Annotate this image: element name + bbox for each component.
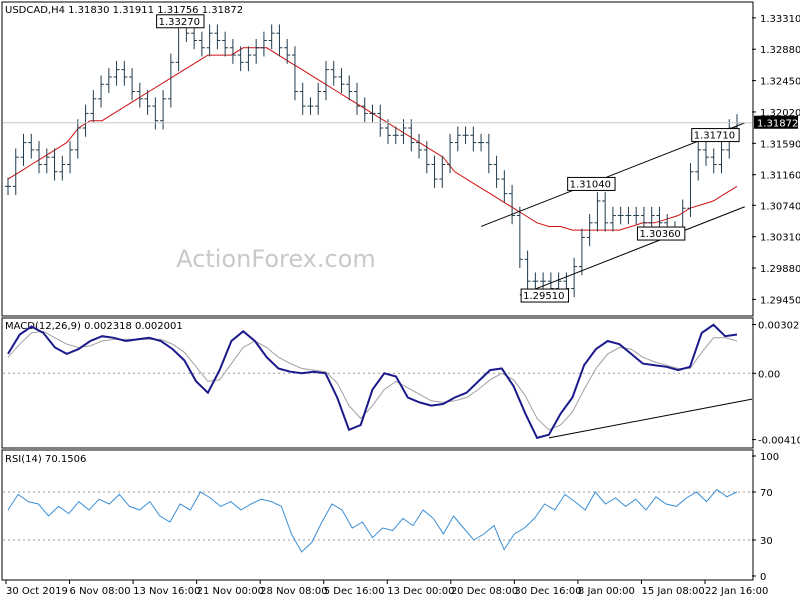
time-tick-label: 13 Nov 16:00 — [133, 586, 200, 597]
rsi-line — [7, 488, 738, 553]
price-tick-label: 1.33310 — [760, 14, 800, 25]
time-tick-label: 8 Jan 00:00 — [578, 586, 635, 597]
macd-title: MACD(12,26,9) 0.002318 0.002001 — [5, 321, 183, 332]
price-tick-label: 1.30310 — [760, 233, 800, 244]
macd-tick-label: 0.00 — [758, 369, 780, 380]
current-price-box — [754, 115, 798, 129]
macd-series — [7, 323, 753, 440]
time-tick-label: 20 Dec 08:00 — [451, 586, 518, 597]
price-tick-label: 1.31160 — [760, 171, 800, 182]
current-price: 1.31872 — [3, 115, 798, 130]
macd-axis: 0.003021 0.00 -0.004103 — [3, 321, 800, 447]
time-tick-label: 6 Nov 08:00 — [70, 586, 131, 597]
level-label-box — [520, 288, 570, 303]
price-axis: 1.33310 1.32880 1.32450 1.32020 1.31590 1.311… — [752, 14, 800, 306]
macd-tick-label: 0.003021 — [758, 321, 800, 332]
rsi-tick-label: 70 — [760, 488, 773, 499]
rsi-series — [7, 488, 738, 553]
level-labels: 1.33270 1.31040 1.29510 1.31710 1.30360 — [156, 14, 740, 303]
price-tick-label: 1.31590 — [760, 139, 800, 150]
time-tick-label: 22 Jan 16:00 — [705, 586, 768, 597]
level-label-box — [636, 226, 686, 241]
price-tick-label: 1.29880 — [760, 264, 800, 275]
rsi-axis: 100 70 30 0 — [3, 452, 779, 583]
watermark: ActionForex.com — [176, 245, 376, 273]
time-tick-label: 21 Nov 00:00 — [197, 586, 264, 597]
channel-line — [519, 206, 745, 296]
rsi-tick-label: 30 — [760, 536, 773, 547]
level-label-box — [156, 14, 205, 29]
price-tick-label: 1.29450 — [760, 295, 800, 306]
signal-line — [7, 330, 738, 431]
price-panel — [1, 1, 754, 317]
time-tick-label: 28 Nov 08:00 — [260, 586, 327, 597]
level-label: 1.33270 — [159, 17, 200, 28]
price-tick-label: 1.30740 — [760, 201, 800, 212]
macd-tick-label: -0.004103 — [758, 436, 800, 447]
time-tick-label: 30 Oct 2019 — [6, 586, 68, 597]
time-tick-label: 5 Dec 16:00 — [324, 586, 385, 597]
level-label: 1.30360 — [639, 229, 680, 240]
time-tick-label: 13 Dec 00:00 — [387, 586, 454, 597]
price-tick-label: 1.32020 — [760, 108, 800, 119]
price-tick-label: 1.32450 — [760, 77, 800, 88]
rsi-tick-label: 100 — [760, 452, 779, 463]
chart-header: USDCAD,H4 1.31830 1.31911 1.31756 1.3187… — [5, 5, 243, 16]
level-label: 1.29510 — [523, 291, 564, 302]
rsi-panel — [1, 449, 754, 581]
rsi-tick-label: 0 — [760, 572, 766, 583]
level-label: 1.31040 — [570, 179, 611, 190]
level-label-box — [691, 128, 740, 143]
price-tick-label: 1.32880 — [760, 45, 800, 56]
macd-line — [7, 323, 738, 440]
macd-trendline — [548, 398, 753, 439]
level-label: 1.31710 — [694, 131, 735, 142]
rsi-title: RSI(14) 70.1506 — [5, 454, 86, 465]
current-price-label: 1.31872 — [757, 119, 798, 130]
time-tick-label: 15 Jan 08:00 — [641, 586, 704, 597]
level-label-box — [567, 176, 616, 191]
time-tick-label: 30 Dec 16:00 — [514, 586, 581, 597]
